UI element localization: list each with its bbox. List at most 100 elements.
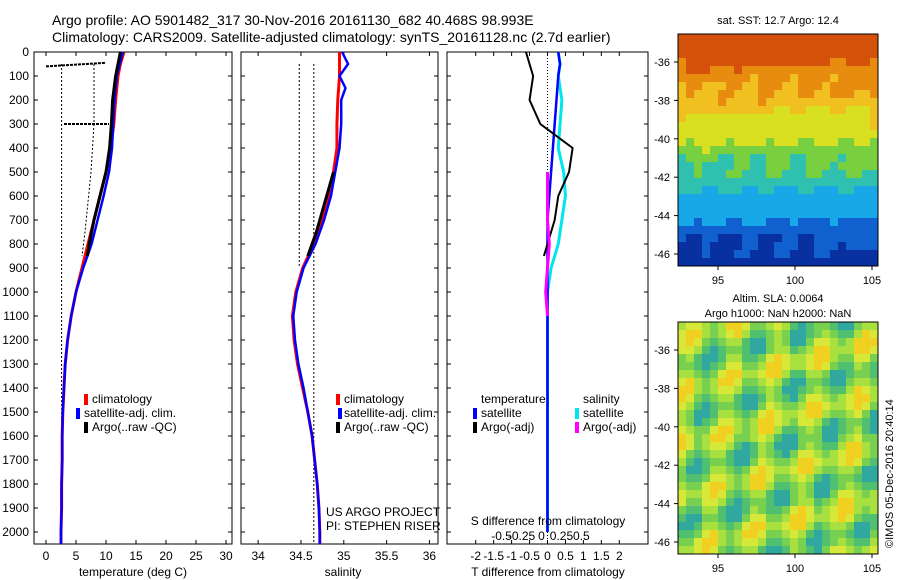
- map-cell: [710, 330, 718, 338]
- map-cell: [822, 154, 830, 162]
- map-cell: [854, 50, 862, 58]
- map-cell: [790, 42, 798, 50]
- legend-swatch-climatology: [84, 394, 88, 405]
- map-cell: [742, 354, 750, 362]
- depth-tick-label: 1100: [3, 309, 29, 323]
- map-cell: [686, 234, 694, 242]
- map-cell: [726, 82, 734, 90]
- map-cell: [742, 258, 750, 266]
- x-tick-label: -2: [470, 549, 481, 563]
- map-cell: [774, 114, 782, 122]
- map-cell: [790, 434, 798, 442]
- map-cell: [830, 378, 838, 386]
- map-cell: [750, 522, 758, 530]
- x-tick-label: 1.5: [593, 549, 610, 563]
- map-cell: [822, 338, 830, 346]
- map-cell: [726, 242, 734, 250]
- map-cell: [678, 434, 686, 442]
- map-cell: [854, 346, 862, 354]
- map-cell: [718, 130, 726, 138]
- map-y-tick-label: -38: [654, 383, 670, 395]
- map-cell: [726, 490, 734, 498]
- map-cell: [734, 114, 742, 122]
- map-cell: [814, 66, 822, 74]
- map-cell: [822, 210, 830, 218]
- panel-frame: [240, 51, 439, 545]
- map-cell: [854, 466, 862, 474]
- map-cell: [702, 210, 710, 218]
- map-y-tick-label: -44: [654, 211, 670, 223]
- map-cell: [814, 210, 822, 218]
- map-cell: [846, 106, 854, 114]
- map-cell: [838, 466, 846, 474]
- map-cell: [830, 346, 838, 354]
- map-cell: [742, 394, 750, 402]
- map-cell: [814, 354, 822, 362]
- map-cell: [694, 130, 702, 138]
- map-cell: [686, 418, 694, 426]
- map-cell: [766, 210, 774, 218]
- map-cell: [814, 242, 822, 250]
- map-cell: [750, 498, 758, 506]
- salinity-panel: 34 34.5 35 35.5 36: [240, 51, 439, 563]
- depth-tick-label: 1200: [2, 333, 29, 347]
- map-cell: [814, 90, 822, 98]
- map-cell: [678, 450, 686, 458]
- map-cell: [718, 538, 726, 546]
- map-cell: [862, 426, 870, 434]
- map-cell: [702, 522, 710, 530]
- map-cell: [718, 50, 726, 58]
- map-cell: [742, 330, 750, 338]
- map-cell: [678, 370, 686, 378]
- map-cell: [830, 442, 838, 450]
- map-cell: [678, 322, 686, 330]
- x-tick-label: 36: [423, 549, 437, 563]
- map-cell: [758, 386, 766, 394]
- map-cell: [686, 506, 694, 514]
- map-cell: [790, 178, 798, 186]
- map-cell: [782, 210, 790, 218]
- map-cell: [782, 258, 790, 266]
- map-x-tick-label: 95: [712, 275, 724, 287]
- map-cell: [846, 386, 854, 394]
- map-cell: [782, 442, 790, 450]
- map-cell: [726, 170, 734, 178]
- map-cell: [782, 122, 790, 130]
- map-cell: [862, 530, 870, 538]
- map-cell: [734, 170, 742, 178]
- map-cell: [838, 98, 846, 106]
- map-cell: [758, 442, 766, 450]
- map-cell: [782, 250, 790, 258]
- map-cell: [782, 466, 790, 474]
- map-cell: [790, 362, 798, 370]
- map-cell: [854, 442, 862, 450]
- map-cell: [790, 218, 798, 226]
- map-cell: [694, 410, 702, 418]
- map-cell: [766, 234, 774, 242]
- map-cell: [854, 474, 862, 482]
- map-cell: [710, 154, 718, 162]
- map-cell: [822, 66, 830, 74]
- map-cell: [694, 434, 702, 442]
- map-cell: [846, 434, 854, 442]
- map-cell: [710, 354, 718, 362]
- map-cell: [766, 258, 774, 266]
- map-cell: [758, 490, 766, 498]
- map-cell: [710, 482, 718, 490]
- map-cell: [734, 194, 742, 202]
- legend-temp-argo: Argo(-adj): [481, 420, 534, 434]
- map-cell: [838, 322, 846, 330]
- map-cell: [726, 378, 734, 386]
- map-cell: [790, 546, 798, 554]
- map-cell: [782, 34, 790, 42]
- map-cell: [790, 330, 798, 338]
- map-cell: [822, 466, 830, 474]
- sla-map-title-1: Altim. SLA: 0.0064: [732, 293, 823, 305]
- map-cell: [774, 106, 782, 114]
- map-cell: [734, 498, 742, 506]
- map-cell: [750, 354, 758, 362]
- map-cell: [742, 42, 750, 50]
- map-cell: [798, 202, 806, 210]
- map-cell: [758, 522, 766, 530]
- map-cell: [806, 322, 814, 330]
